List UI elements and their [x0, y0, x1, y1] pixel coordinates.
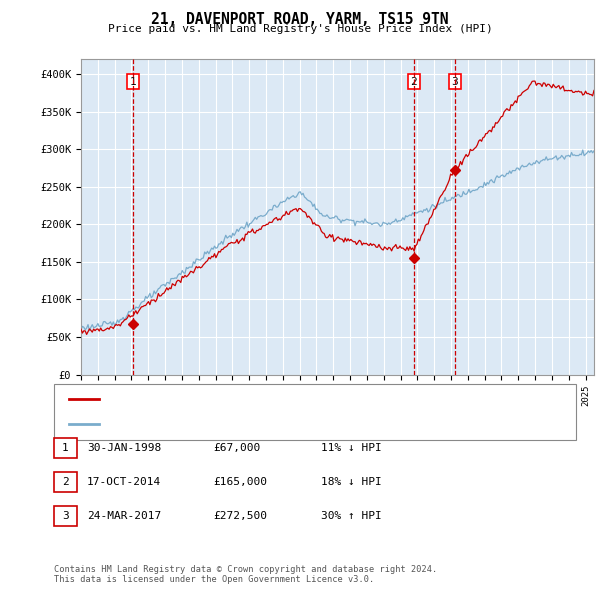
Text: Price paid vs. HM Land Registry's House Price Index (HPI): Price paid vs. HM Land Registry's House …	[107, 24, 493, 34]
Text: 21, DAVENPORT ROAD, YARM, TS15 9TN (detached house): 21, DAVENPORT ROAD, YARM, TS15 9TN (deta…	[105, 394, 411, 404]
Text: 24-MAR-2017: 24-MAR-2017	[87, 512, 161, 521]
Text: 11% ↓ HPI: 11% ↓ HPI	[321, 443, 382, 453]
Text: 17-OCT-2014: 17-OCT-2014	[87, 477, 161, 487]
Text: HPI: Average price, detached house, Stockton-on-Tees: HPI: Average price, detached house, Stoc…	[105, 419, 417, 429]
Text: 30-JAN-1998: 30-JAN-1998	[87, 443, 161, 453]
Text: £165,000: £165,000	[213, 477, 267, 487]
Text: 21, DAVENPORT ROAD, YARM, TS15 9TN: 21, DAVENPORT ROAD, YARM, TS15 9TN	[151, 12, 449, 27]
Text: Contains HM Land Registry data © Crown copyright and database right 2024.
This d: Contains HM Land Registry data © Crown c…	[54, 565, 437, 584]
Text: 1: 1	[62, 443, 69, 453]
Text: 3: 3	[452, 77, 458, 87]
Text: 2: 2	[62, 477, 69, 487]
Text: 18% ↓ HPI: 18% ↓ HPI	[321, 477, 382, 487]
Text: 3: 3	[62, 512, 69, 521]
Text: £272,500: £272,500	[213, 512, 267, 521]
Text: 2: 2	[410, 77, 417, 87]
Text: £67,000: £67,000	[213, 443, 260, 453]
Text: 1: 1	[130, 77, 136, 87]
Text: 30% ↑ HPI: 30% ↑ HPI	[321, 512, 382, 521]
